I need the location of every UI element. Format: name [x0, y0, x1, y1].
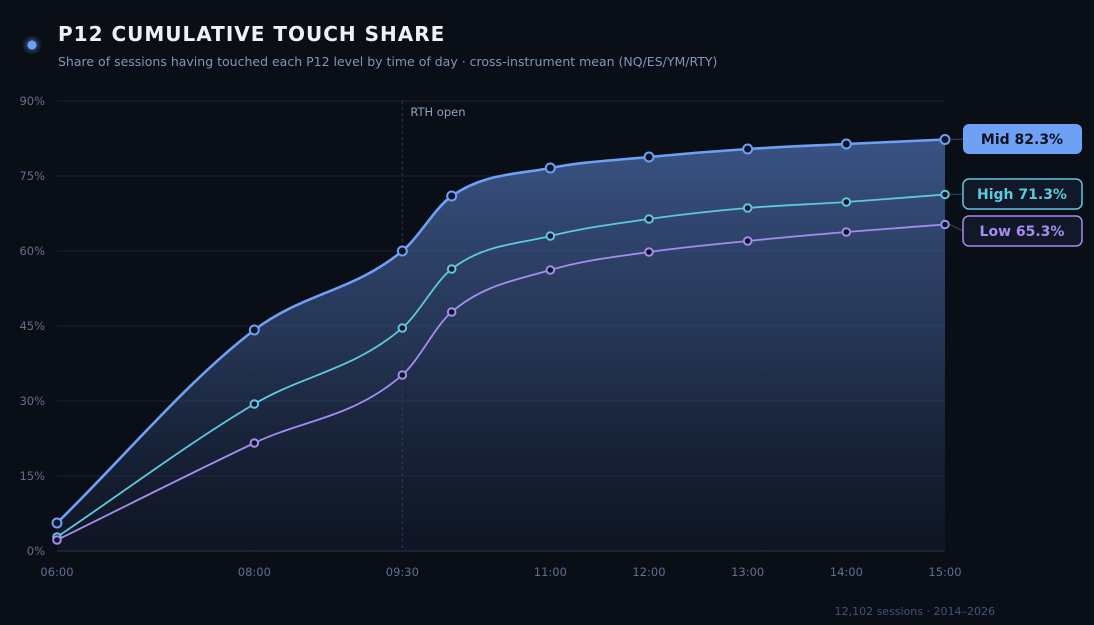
y-tick-label: 30%: [19, 394, 45, 408]
low-point: [52, 535, 62, 545]
mid-point: [544, 162, 556, 174]
high-leader: [949, 193, 964, 195]
low-point: [397, 370, 408, 380]
low-point: [644, 247, 654, 257]
end-labels: Mid 82.3% High 71.3% Low 65.3%: [949, 124, 1083, 247]
title-dot-icon: [27, 40, 37, 50]
high-point: [397, 323, 408, 333]
low-point: [545, 265, 556, 275]
y-tick-label: 90%: [19, 94, 45, 108]
y-tick-label: 75%: [19, 169, 45, 183]
low-end-label: Low 65.3%: [980, 224, 1065, 240]
low-point: [249, 438, 260, 448]
series-layer: [51, 134, 951, 545]
x-tick-label: 13:00: [731, 565, 764, 579]
footer-note: 12,102 sessions · 2014–2026: [835, 605, 995, 618]
y-tick-label: 0%: [27, 544, 45, 558]
mid-point: [742, 143, 754, 155]
mid-point: [51, 517, 63, 529]
high-point: [644, 214, 654, 224]
high-label-box: [962, 178, 1083, 210]
rth-open-label: RTH open: [410, 105, 465, 119]
y-tick-label: 60%: [19, 244, 45, 258]
mid-point: [248, 324, 260, 336]
x-tick-label: 09:30: [386, 565, 419, 579]
mid-point: [939, 134, 951, 145]
y-tick-label: 45%: [19, 319, 45, 333]
high-point: [446, 264, 457, 274]
mid-area: [57, 139, 945, 551]
high-point: [545, 231, 556, 241]
low-point: [940, 219, 950, 230]
high-point: [841, 197, 852, 207]
x-tick-label: 11:00: [534, 565, 567, 579]
high-point: [249, 399, 260, 409]
low-point: [742, 236, 753, 246]
y-axis: 0% 15% 30% 45% 60% 75% 90%: [19, 94, 45, 558]
x-tick-label: 14:00: [830, 565, 863, 579]
mid-leader: [949, 138, 964, 140]
chart-title: P12 CUMULATIVE TOUCH SHARE: [58, 22, 445, 46]
low-label-box: [962, 215, 1083, 247]
mid-label-box: [963, 124, 1082, 154]
y-tick-label: 15%: [19, 469, 45, 483]
x-axis: 06:00 08:00 09:30 11:00 12:00 13:00 14:00 15:00: [40, 550, 962, 579]
mid-point: [643, 151, 655, 163]
x-tick-label: 06:00: [40, 565, 73, 579]
x-tick-label: 15:00: [928, 565, 961, 579]
high-point: [742, 203, 753, 213]
low-point: [841, 227, 852, 237]
high-end-label: High 71.3%: [977, 187, 1067, 203]
mid-point: [840, 138, 852, 150]
area-layer: [57, 139, 945, 551]
mid-point: [396, 245, 408, 257]
mid-point: [446, 190, 458, 202]
x-tick-label: 12:00: [632, 565, 665, 579]
low-point: [446, 307, 457, 317]
x-tick-label: 08:00: [238, 565, 271, 579]
high-point: [940, 189, 950, 200]
low-leader: [949, 224, 964, 232]
chart-subtitle: Share of sessions having touched each P1…: [58, 54, 717, 69]
mid-end-label: Mid 82.3%: [981, 132, 1063, 148]
